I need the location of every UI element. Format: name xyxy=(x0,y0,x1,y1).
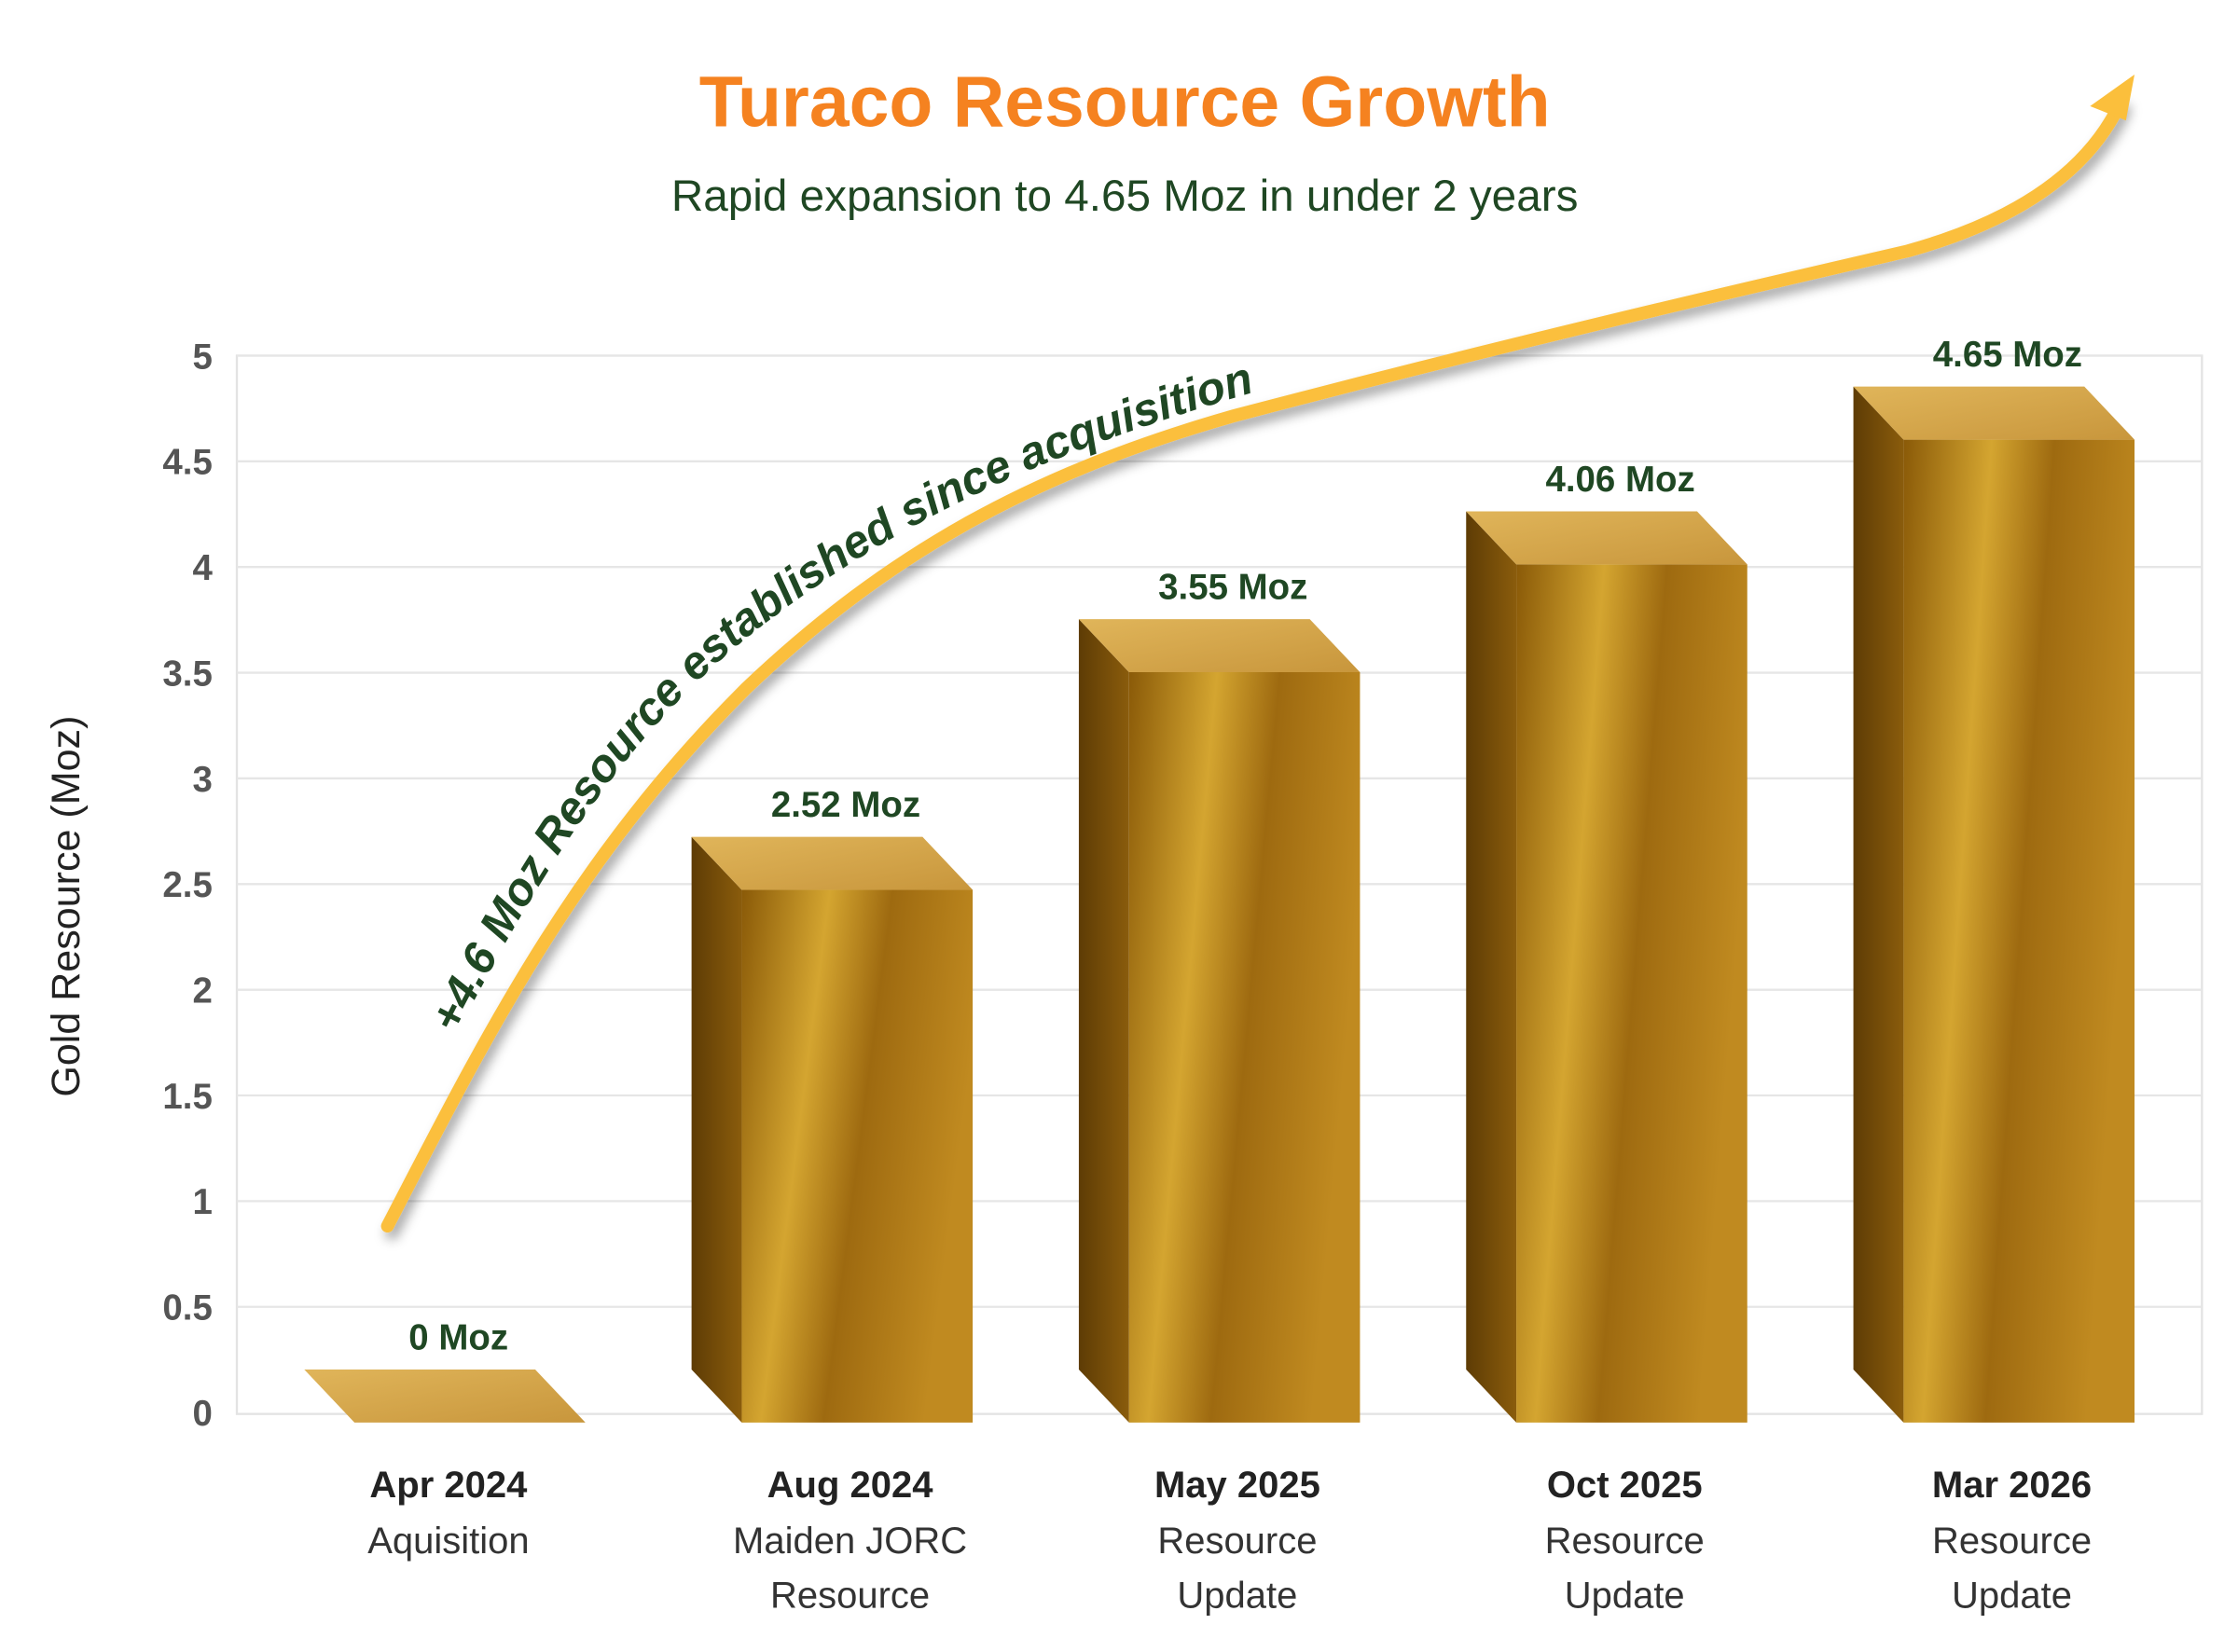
bar-top xyxy=(304,1369,586,1423)
bar-front xyxy=(741,889,974,1423)
x-tick-description: Resource xyxy=(770,1575,930,1616)
x-tick-date: Aug 2024 xyxy=(767,1465,934,1506)
data-label: 2.52 Moz xyxy=(771,785,920,825)
y-tick-label: 2 xyxy=(192,971,212,1012)
bar xyxy=(304,1369,586,1423)
y-tick-label: 1 xyxy=(192,1182,212,1222)
x-tick-description: Resource xyxy=(1545,1521,1705,1562)
data-label: 4.06 Moz xyxy=(1545,460,1694,500)
x-tick-date: Oct 2025 xyxy=(1547,1465,1703,1506)
bar-side xyxy=(1853,386,1904,1423)
bar xyxy=(1466,511,1748,1423)
bar xyxy=(1078,619,1361,1423)
x-tick-description: Update xyxy=(1177,1575,1297,1616)
bar-top xyxy=(691,836,974,890)
y-tick-label: 4 xyxy=(192,548,213,588)
x-tick-date: Apr 2024 xyxy=(369,1465,528,1506)
y-tick-label: 5 xyxy=(192,337,212,377)
bar-front xyxy=(1903,439,2135,1423)
data-label: 3.55 Moz xyxy=(1158,568,1307,608)
bar-top xyxy=(1853,386,2135,440)
y-tick-label: 0 xyxy=(192,1394,212,1434)
bar-front xyxy=(1516,564,1748,1423)
growth-arrow xyxy=(380,96,2127,1233)
x-tick-date: Mar 2026 xyxy=(1932,1465,2092,1506)
bar-front xyxy=(1128,671,1361,1423)
y-tick-label: 4.5 xyxy=(162,443,212,483)
y-tick-label: 0.5 xyxy=(162,1288,212,1328)
x-tick-description: Update xyxy=(1952,1575,2072,1616)
chart-subtitle: Rapid expansion to 4.65 Moz in under 2 y… xyxy=(671,172,1579,221)
bar-side xyxy=(1466,511,1517,1423)
x-tick-description: Update xyxy=(1565,1575,1685,1616)
x-tick-description: Resource xyxy=(1157,1521,1317,1562)
y-tick-label: 3.5 xyxy=(162,654,212,694)
x-tick-description: Aquisition xyxy=(367,1521,529,1562)
x-tick-description: Maiden JORC xyxy=(733,1521,967,1562)
bar xyxy=(1853,386,2135,1423)
y-axis-label: Gold Resource (Moz) xyxy=(44,716,89,1097)
bar-top xyxy=(1078,619,1361,672)
bar-side xyxy=(691,836,742,1423)
chart-title: Turaco Resource Growth xyxy=(699,62,1551,142)
data-label: 0 Moz xyxy=(408,1317,508,1357)
arrow-head-icon xyxy=(2090,74,2135,121)
bar-side xyxy=(1078,619,1129,1423)
bar-top xyxy=(1466,511,1748,565)
x-tick-date: May 2025 xyxy=(1154,1465,1320,1506)
y-tick-label: 1.5 xyxy=(162,1077,212,1117)
y-tick-label: 3 xyxy=(192,760,212,800)
bar xyxy=(691,836,974,1423)
y-tick-label: 2.5 xyxy=(162,865,212,905)
x-tick-description: Resource xyxy=(1932,1521,2092,1562)
data-label: 4.65 Moz xyxy=(1933,335,2082,375)
